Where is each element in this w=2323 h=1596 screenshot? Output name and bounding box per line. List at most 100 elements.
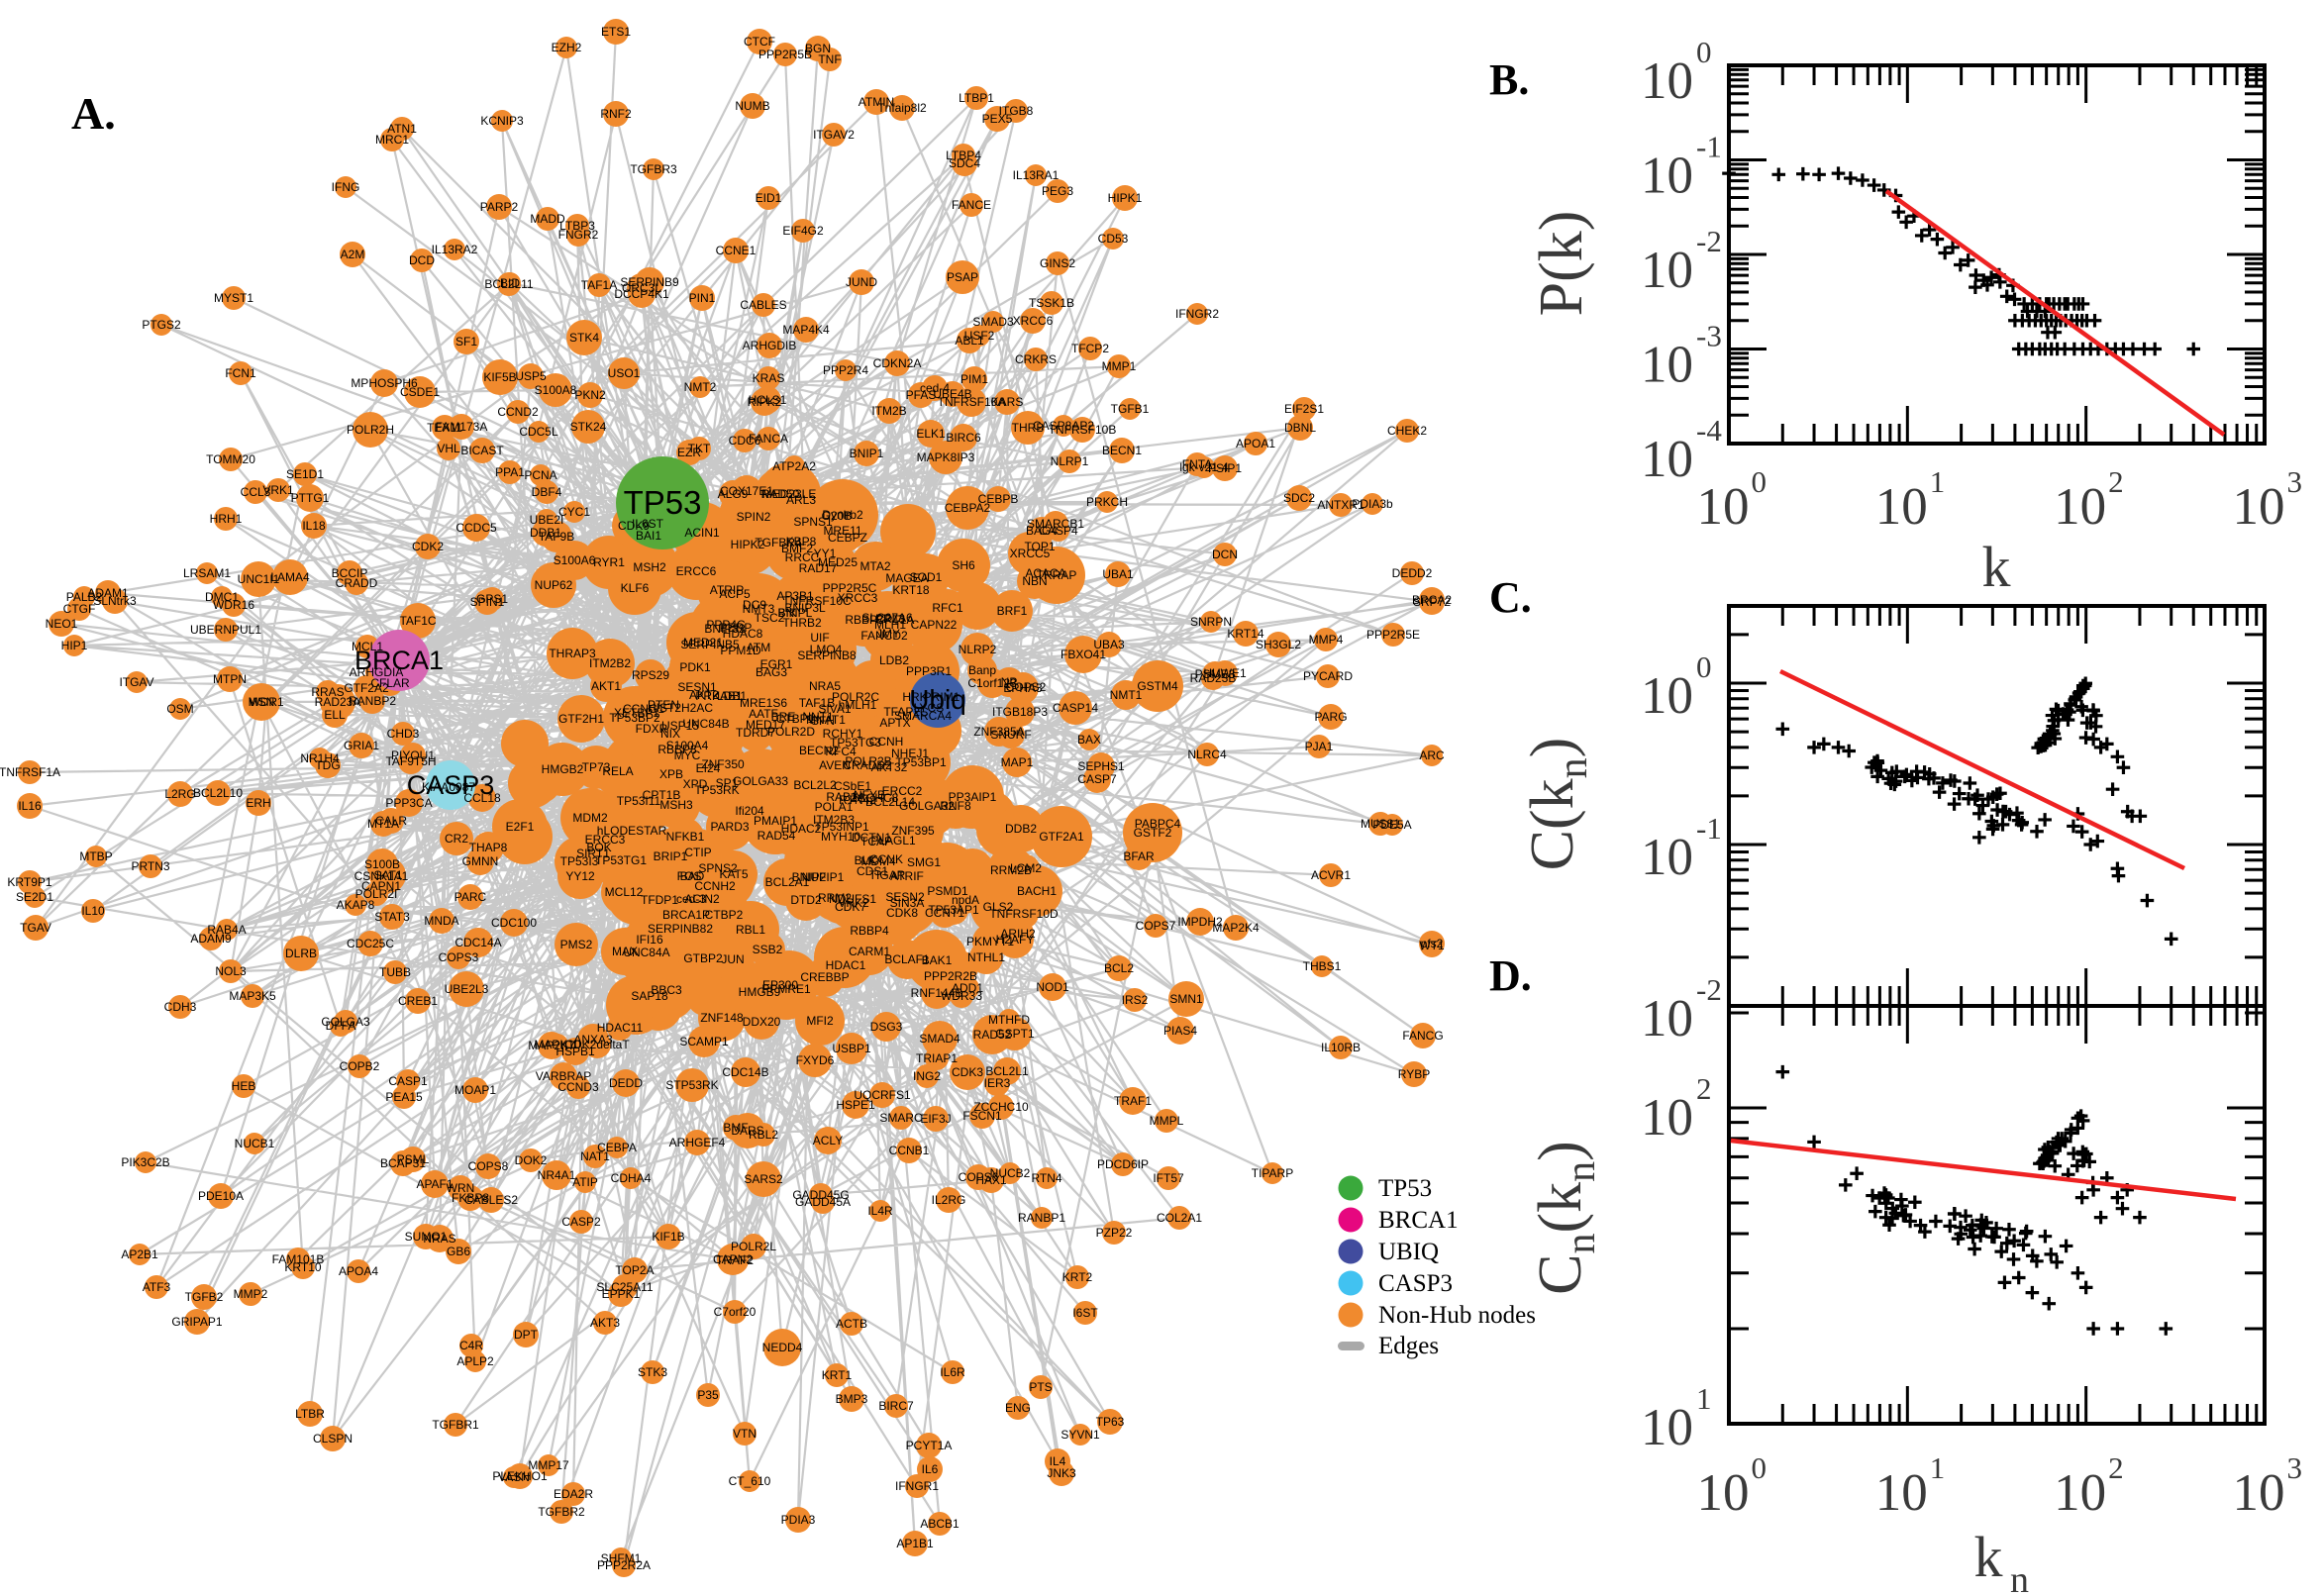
svg-text:UQCRFS1: UQCRFS1 [854,1088,911,1102]
svg-text:MED17: MED17 [746,718,785,732]
svg-text:ARHGDIA: ARHGDIA [350,665,404,679]
svg-text:SDC4: SDC4 [949,156,980,170]
svg-text:SOD1: SOD1 [910,570,943,584]
svg-text:NP: NP [1001,675,1018,689]
svg-text:BLK: BLK [855,853,877,867]
svg-text:10: 10 [2054,478,2106,536]
svg-text:XRCC3: XRCC3 [838,591,878,605]
svg-text:LDB1: LDB1 [717,689,747,703]
svg-text:TGAV: TGAV [20,921,51,935]
svg-text:SMN1: SMN1 [1169,992,1203,1006]
svg-text:NMT3: NMT3 [743,602,775,616]
svg-text:WT1: WT1 [1419,939,1445,952]
svg-text:PPP2R5C: PPP2R5C [823,581,877,595]
svg-text:CCNB1: CCNB1 [889,1144,930,1157]
svg-text:MFI2: MFI2 [806,1014,834,1028]
svg-text:ATRIF: ATRIF [890,869,924,883]
svg-text:10: 10 [1641,52,1693,110]
svg-text:1: 1 [1930,464,1946,499]
svg-text:ATP2A2: ATP2A2 [772,459,816,473]
svg-text:CFLAR: CFLAR [370,676,410,690]
svg-text:COPS7: COPS7 [1136,919,1176,933]
svg-text:UBE2L3: UBE2L3 [445,982,489,996]
svg-text:TP53INP1: TP53INP1 [814,820,869,834]
svg-text:10: 10 [2232,478,2284,536]
svg-text:ADAM1: ADAM1 [87,586,129,600]
svg-text:BICAST: BICAST [460,444,504,457]
svg-text:TP53I3: TP53I3 [560,854,599,868]
svg-text:TP53: TP53 [624,484,702,521]
svg-text:SMARCB1: SMARCB1 [1027,517,1084,531]
svg-text:PPP2R5B: PPP2R5B [758,48,812,61]
svg-text:TGFBR3: TGFBR3 [630,162,677,176]
svg-text:EIF3J: EIF3J [920,1112,951,1126]
svg-text:ITGAV2: ITGAV2 [813,128,855,142]
svg-text:PARP2: PARP2 [480,200,519,214]
svg-text:FAM173A: FAM173A [436,420,488,434]
svg-text:CDK3: CDK3 [952,1065,983,1079]
svg-text:GOLGA32: GOLGA32 [899,799,955,813]
svg-text:BECN2: BECN2 [799,744,839,757]
svg-text:ABL1: ABL1 [955,334,984,348]
svg-text:NR4A1: NR4A1 [538,1168,576,1182]
svg-text:ERCC6: ERCC6 [676,564,717,578]
svg-text:MAP1: MAP1 [1001,755,1034,769]
svg-text:IFNGR2: IFNGR2 [1175,307,1219,321]
svg-text:CCNE1: CCNE1 [716,244,757,257]
svg-text:S100A8: S100A8 [535,383,577,397]
svg-text:MNAT1: MNAT1 [806,713,846,727]
svg-text:2: 2 [2108,1450,2124,1485]
svg-text:RAD17: RAD17 [799,561,838,575]
svg-text:AATF: AATF [749,707,778,721]
svg-text:RCHY1: RCHY1 [823,727,863,741]
svg-text:VASN: VASN [498,1470,530,1484]
svg-text:TDRD7: TDRD7 [736,726,775,740]
svg-text:HEB: HEB [232,1079,256,1093]
svg-text:RFC4: RFC4 [825,745,857,758]
svg-text:P35: P35 [697,1388,719,1402]
svg-text:PIM1: PIM1 [960,372,988,386]
svg-text:BCAP31: BCAP31 [380,1156,426,1170]
svg-text:YY12: YY12 [565,869,595,883]
svg-text:BAD: BAD [680,869,705,883]
svg-text:GOLGA33: GOLGA33 [733,774,788,788]
svg-text:PPP3CA: PPP3CA [385,796,432,810]
svg-text:IFNGR1: IFNGR1 [895,1479,939,1493]
svg-text:KIAA0087: KIAA0087 [422,780,475,794]
svg-text:DDX20: DDX20 [743,1015,781,1029]
svg-text:MMP2: MMP2 [234,1287,268,1301]
svg-text:BIRC7: BIRC7 [878,1399,914,1413]
svg-text:TAF1B: TAF1B [799,696,835,710]
svg-text:FNTA: FNTA [1182,457,1212,471]
svg-text:HUWE1: HUWE1 [1203,666,1247,680]
svg-text:CEBPZ: CEBPZ [828,531,867,545]
svg-text:FBXO41: FBXO41 [1060,648,1106,661]
svg-text:CDK9: CDK9 [618,519,650,533]
svg-text:PPMRE1: PPMRE1 [761,982,811,996]
svg-text:A2M: A2M [341,248,365,261]
svg-text:SESN1: SESN1 [677,680,717,694]
svg-text:SE1D1: SE1D1 [286,467,324,481]
svg-text:BMP3: BMP3 [836,1392,868,1406]
svg-text:BRCA1P: BRCA1P [662,908,710,922]
svg-text:MMPL: MMPL [1150,1114,1184,1128]
svg-text:HIPK1: HIPK1 [1108,191,1143,205]
svg-text:BNIP3L: BNIP3L [784,601,826,615]
svg-text:GINS2: GINS2 [1040,256,1075,270]
svg-text:CCNK: CCNK [869,852,903,866]
svg-text:ITGB18P3: ITGB18P3 [992,705,1048,719]
svg-text:LAMA4: LAMA4 [270,570,310,584]
svg-text:ARIH2: ARIH2 [1000,927,1036,941]
svg-text:RAB1A: RAB1A [826,790,864,804]
svg-text:USO1: USO1 [608,366,641,380]
svg-text:BCCIP: BCCIP [332,566,368,580]
svg-text:THRB2: THRB2 [782,616,822,630]
svg-text:AKT32: AKT32 [871,760,908,774]
svg-text:RAD52: RAD52 [973,1028,1012,1042]
svg-text:CABLES: CABLES [740,298,786,312]
svg-text:PABPC4: PABPC4 [1135,817,1181,831]
svg-text:BIRC6: BIRC6 [946,431,981,445]
svg-text:TP53RK: TP53RK [694,783,739,797]
svg-text:KAT5: KAT5 [719,867,748,881]
svg-text:SNURF: SNURF [990,728,1031,742]
